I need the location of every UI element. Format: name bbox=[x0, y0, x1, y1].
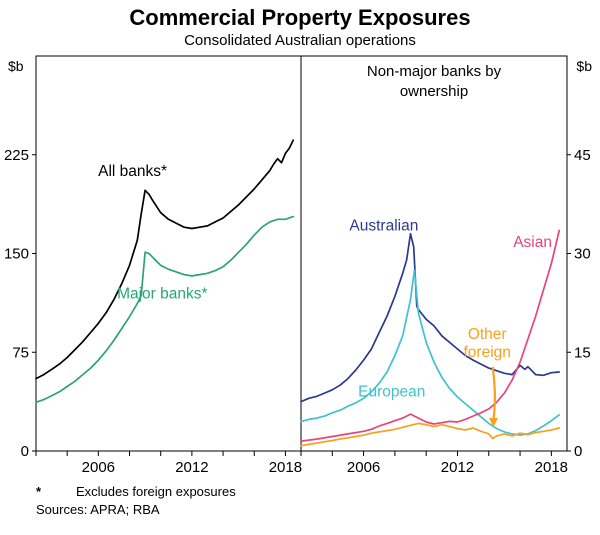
footnotes-block: * Excludes foreign exposures Sources: APR… bbox=[0, 481, 600, 519]
right-axis-unit: $b bbox=[576, 58, 592, 74]
x-ticks-left: 2006 2012 2018 bbox=[35, 451, 302, 476]
x-tick-label: 2012 bbox=[175, 459, 208, 476]
footnote-star: * bbox=[36, 484, 42, 499]
series-label-major-banks: Major banks* bbox=[117, 285, 207, 302]
x-tick-label: 2006 bbox=[347, 459, 380, 476]
annotation-arrow bbox=[491, 366, 496, 421]
series-label-asian: Asian bbox=[513, 234, 552, 251]
sources-line: Sources: APRA; RBA bbox=[36, 502, 160, 517]
series-line-all-banks bbox=[35, 139, 295, 380]
series-line-other-foreign bbox=[300, 422, 561, 447]
series-line-asian bbox=[300, 229, 561, 442]
panel-title-line: Non-major banks by bbox=[367, 63, 502, 80]
y-tick-label: 0 bbox=[574, 443, 582, 460]
series-label-foreign: foreign bbox=[463, 344, 510, 361]
chart-title: Commercial Property Exposures bbox=[129, 5, 471, 30]
y-tick-label: 75 bbox=[12, 344, 29, 361]
series-label-australian: Australian bbox=[349, 218, 418, 235]
x-tick-label: 2018 bbox=[269, 459, 302, 476]
left-axis-unit: $b bbox=[8, 58, 24, 74]
series-line-major-banks bbox=[35, 215, 295, 404]
x-tick-label: 2012 bbox=[441, 459, 474, 476]
chart-subtitle: Consolidated Australian operations bbox=[184, 32, 416, 49]
series-label-european: European bbox=[358, 383, 425, 400]
series-line-european bbox=[300, 269, 561, 437]
panel-right: 0 15 30 45 Non-major banks by ownership Austra… bbox=[300, 63, 591, 460]
x-tick-label: 2006 bbox=[82, 459, 115, 476]
y-tick-label: 15 bbox=[574, 344, 591, 361]
footnote: * Excludes foreign exposures bbox=[36, 483, 600, 501]
footnote-text: Excludes foreign exposures bbox=[76, 484, 236, 499]
series-label-all-banks: All banks* bbox=[98, 163, 167, 180]
panel-title-line: ownership bbox=[400, 83, 468, 100]
y-tick-label: 225 bbox=[4, 147, 29, 164]
y-tick-label: 0 bbox=[21, 443, 29, 460]
y-tick-label: 45 bbox=[574, 147, 591, 164]
y-tick-label: 150 bbox=[4, 246, 29, 263]
x-tick-label: 2018 bbox=[535, 459, 568, 476]
panel-left: 0 75 150 225 All banks* Major banks* bbox=[4, 139, 295, 460]
series-label-other: Other bbox=[468, 326, 507, 343]
annotation-arrowhead bbox=[488, 417, 498, 427]
y-tick-label: 30 bbox=[574, 246, 591, 263]
series-line-australian bbox=[300, 232, 561, 403]
x-ticks-right: 2006 2012 2018 bbox=[300, 451, 568, 476]
